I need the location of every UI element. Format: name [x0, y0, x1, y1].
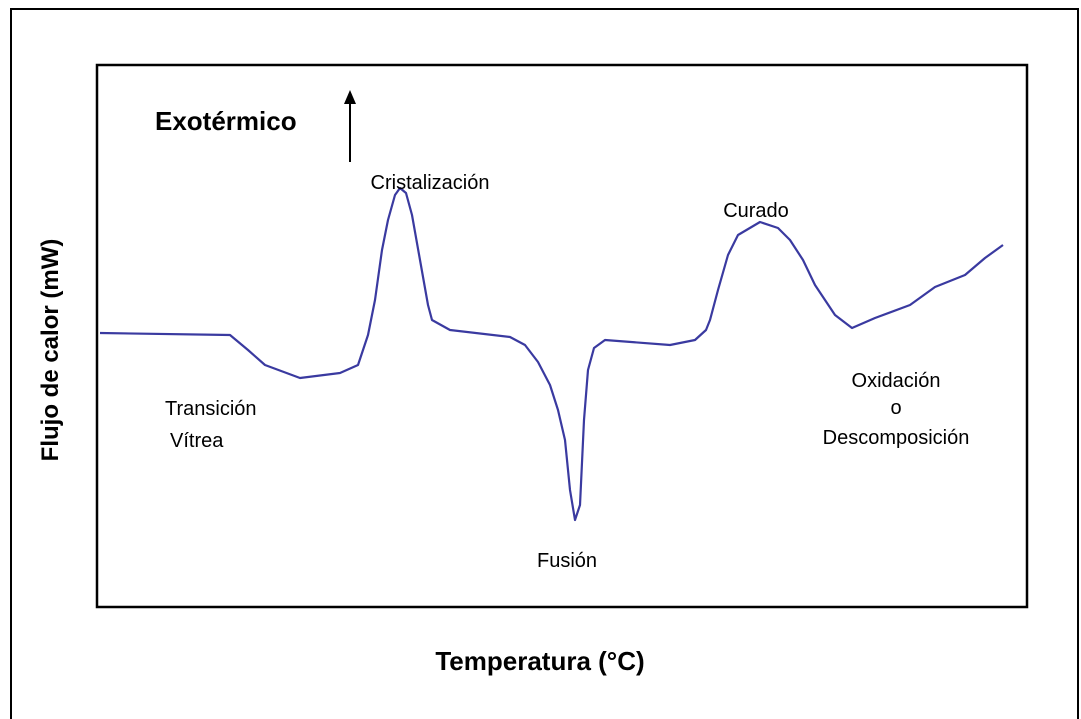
- annotation: Fusión: [537, 550, 597, 572]
- plot-frame: [95, 63, 1029, 609]
- annotation: o: [890, 397, 901, 419]
- annotation: Descomposición: [823, 427, 970, 449]
- annotation: Curado: [723, 200, 789, 222]
- y-axis-label: Flujo de calor (mW): [37, 239, 64, 462]
- annotation: Transición: [165, 398, 257, 420]
- indicator-label: Exotérmico: [155, 106, 297, 136]
- annotation: Vítrea: [170, 430, 224, 452]
- outer-frame: [10, 8, 1079, 719]
- annotation: Oxidación: [852, 370, 941, 392]
- annotation: Cristalización: [371, 172, 490, 194]
- x-axis-label: Temperatura (°C): [435, 646, 644, 676]
- dsc-curve: [99, 186, 1004, 522]
- arrow-head: [344, 90, 356, 104]
